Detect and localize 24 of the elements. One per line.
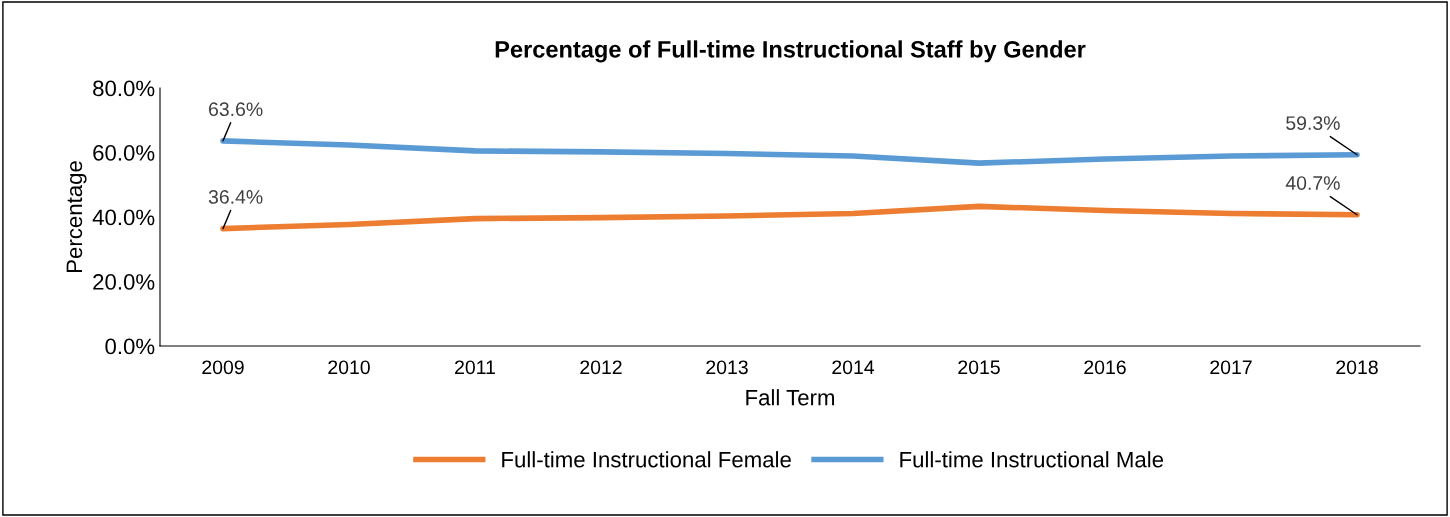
- y-tick-label: 0.0%: [105, 338, 155, 355]
- y-tick-label: 40.0%: [92, 209, 155, 226]
- x-tick-label: 2014: [832, 360, 875, 375]
- y-tick-label: 80.0%: [93, 80, 155, 97]
- x-tick-label: 2016: [1084, 360, 1126, 375]
- x-tick-label: 2010: [328, 360, 370, 375]
- x-tick-label: 2012: [580, 360, 622, 375]
- x-tick-label: 2013: [706, 360, 748, 375]
- data-label: 36.4%: [208, 190, 263, 204]
- chart-title: Percentage of Full-time Instructional Staff by Gender: [495, 40, 1086, 63]
- data-label: 59.3%: [1286, 116, 1340, 130]
- y-tick-label: 20.0%: [93, 274, 155, 290]
- data-label: 40.7%: [1285, 176, 1340, 190]
- x-tick-label: 2017: [1210, 360, 1252, 375]
- data-label: 63.6%: [209, 102, 263, 117]
- x-axis-title: Fall Term: [746, 389, 835, 406]
- x-tick-label: 2018: [1336, 360, 1378, 375]
- x-tick-label: 2015: [958, 360, 1000, 375]
- legend-label: Full-time Instructional Male: [900, 451, 1164, 468]
- y-tick-label: 60.0%: [93, 145, 155, 161]
- y-axis-title: Percentage: [66, 161, 87, 272]
- legend-label: Full-time Instructional Female: [502, 451, 791, 468]
- x-tick-label: 2009: [202, 360, 244, 375]
- x-tick-label: 2011: [455, 360, 495, 375]
